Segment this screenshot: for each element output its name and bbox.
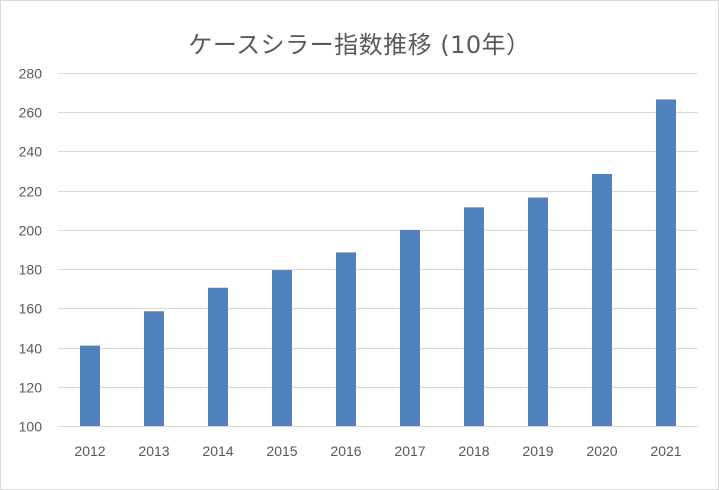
x-tick-label: 2018: [458, 443, 489, 459]
y-tick-label: 100: [19, 419, 43, 435]
bar-2017: [400, 229, 420, 426]
y-tick-label: 140: [19, 341, 43, 357]
y-tick-label: 240: [19, 144, 43, 160]
y-tick-label: 260: [19, 105, 43, 121]
x-tick-label: 2021: [650, 443, 681, 459]
bar-2013: [144, 311, 164, 426]
x-tick-label: 2016: [330, 443, 361, 459]
bars: [80, 99, 676, 426]
y-tick-label: 120: [19, 380, 43, 396]
y-tick-label: 180: [19, 262, 43, 278]
x-axis-tick-labels: 2012 2013 2014 2015 2016 2017 2018 2019 2020 2021: [74, 443, 681, 459]
bar-2019: [528, 197, 548, 426]
x-tick-label: 2019: [522, 443, 553, 459]
y-tick-label: 200: [19, 223, 43, 239]
x-tick-label: 2020: [586, 443, 617, 459]
x-tick-label: 2017: [394, 443, 425, 459]
x-tick-label: 2012: [74, 443, 105, 459]
y-tick-label: 280: [19, 66, 43, 82]
bar-2021: [656, 99, 676, 426]
gridlines: [58, 73, 698, 427]
bar-2016: [336, 252, 356, 426]
x-tick-label: 2014: [202, 443, 233, 459]
x-tick-label: 2013: [138, 443, 169, 459]
y-tick-label: 160: [19, 301, 43, 317]
bar-2015: [272, 270, 292, 426]
y-axis-tick-labels: 100 120 140 160 180 200 220 240 260 280: [19, 66, 43, 435]
x-tick-label: 2015: [266, 443, 297, 459]
bar-2014: [208, 287, 228, 426]
bar-2020: [592, 173, 612, 426]
y-tick-label: 220: [19, 184, 43, 200]
chart-title: ケースシラー指数推移 (10年）: [188, 31, 531, 59]
bar-2012: [80, 345, 100, 426]
bar-2018: [464, 207, 484, 426]
